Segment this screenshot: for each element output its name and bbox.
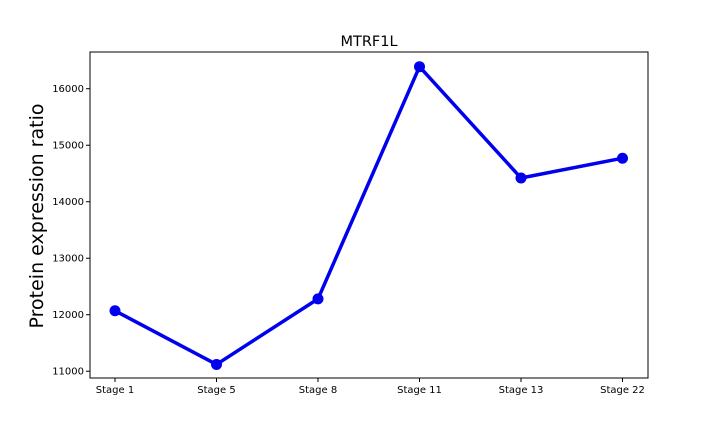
x-tick-label: Stage 5 [197,385,235,396]
data-point [211,358,222,370]
data-point [312,293,324,305]
chart-title: MTRF1L [340,34,397,50]
x-tick-label: Stage 22 [600,385,645,396]
series-layer [109,61,628,370]
data-point [515,172,527,184]
y-tick-label: 12000 [52,310,84,321]
y-tick-label: 14000 [52,197,84,208]
y-tick-label: 11000 [52,367,84,378]
y-axis-ticks: 11000 12000 13000 14000 15000 16000 [52,84,90,378]
x-tick-label: Stage 8 [299,385,337,396]
x-tick-label: Stage 1 [96,385,134,396]
x-axis-ticks: Stage 1 Stage 5 Stage 8 Stage 11 Stage 13 Sta… [96,378,645,396]
x-tick-label: Stage 13 [499,385,544,396]
x-tick-label: Stage 11 [397,385,442,396]
series-line [113,64,625,367]
data-point [414,61,425,73]
y-tick-label: 13000 [52,254,84,265]
y-tick-label: 16000 [52,84,84,95]
plot-area-frame [89,51,649,379]
data-point [109,305,121,317]
y-axis-label: Protein expression ratio [26,104,48,329]
y-tick-label: 15000 [52,141,84,152]
data-point [617,152,628,164]
